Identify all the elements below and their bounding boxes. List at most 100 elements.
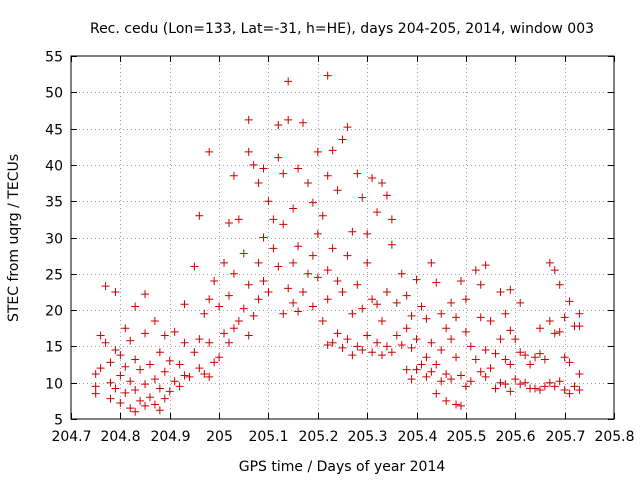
data-point: [447, 375, 456, 384]
data-point: [506, 285, 515, 294]
data-point: [575, 385, 584, 394]
data-point: [185, 372, 194, 381]
data-point: [249, 160, 258, 169]
data-point: [382, 191, 391, 200]
data-point: [575, 369, 584, 378]
data-point: [141, 401, 150, 410]
data-point: [195, 335, 204, 344]
data-point: [402, 365, 411, 374]
data-point: [373, 208, 382, 217]
data-point: [175, 360, 184, 369]
data-point: [234, 316, 243, 325]
data-point: [269, 215, 278, 224]
data-point: [279, 220, 288, 229]
data-point: [501, 355, 510, 364]
data-point: [461, 295, 470, 304]
x-tick-label: 205: [206, 429, 233, 445]
data-point: [160, 367, 169, 376]
data-point: [229, 324, 238, 333]
data-point: [303, 179, 312, 188]
y-tick-label: 15: [45, 340, 63, 356]
data-point: [106, 358, 115, 367]
data-point: [476, 367, 485, 376]
data-point: [511, 375, 520, 384]
data-point: [550, 382, 559, 391]
data-point: [259, 164, 268, 173]
data-point: [170, 327, 179, 336]
data-point: [96, 331, 105, 340]
data-point: [387, 215, 396, 224]
data-point: [333, 186, 342, 195]
data-point: [373, 338, 382, 347]
data-point: [289, 204, 298, 213]
x-axis-label: GPS time / Days of year 2014: [239, 459, 446, 475]
data-point: [456, 277, 465, 286]
data-point: [447, 335, 456, 344]
data-point: [274, 153, 283, 162]
data-point: [506, 326, 515, 335]
data-point: [190, 262, 199, 271]
data-point: [377, 351, 386, 360]
data-point: [126, 377, 135, 386]
data-point: [437, 346, 446, 355]
y-tick-label: 40: [45, 159, 63, 175]
data-point: [170, 377, 179, 386]
data-point: [402, 291, 411, 300]
data-point: [471, 266, 480, 275]
data-point: [531, 353, 540, 362]
data-point: [476, 313, 485, 322]
x-tick-label: 205.4: [397, 429, 437, 445]
data-point: [456, 371, 465, 380]
data-point: [348, 227, 357, 236]
data-point: [254, 295, 263, 304]
data-point: [481, 372, 490, 381]
data-point: [328, 146, 337, 155]
data-point: [535, 385, 544, 394]
data-point: [91, 382, 100, 391]
data-point: [407, 343, 416, 352]
data-point: [412, 335, 421, 344]
data-point: [432, 389, 441, 398]
data-point: [141, 290, 150, 299]
data-point: [427, 367, 436, 376]
data-point: [121, 362, 130, 371]
data-point: [471, 355, 480, 364]
data-point: [224, 291, 233, 300]
data-point: [121, 388, 130, 397]
data-point: [136, 396, 145, 405]
data-point: [269, 244, 278, 253]
data-point: [496, 335, 505, 344]
data-point: [131, 302, 140, 311]
x-tick-label: 205.1: [248, 429, 288, 445]
data-point: [540, 355, 549, 364]
data-point: [521, 378, 530, 387]
data-point: [111, 384, 120, 393]
data-point: [511, 335, 520, 344]
data-point: [150, 400, 159, 409]
data-point: [422, 372, 431, 381]
data-point: [397, 340, 406, 349]
x-tick-label: 205.3: [347, 429, 387, 445]
data-point: [442, 324, 451, 333]
data-point: [308, 198, 317, 207]
data-point: [452, 400, 461, 409]
data-point: [432, 360, 441, 369]
data-point: [555, 280, 564, 289]
data-point: [126, 404, 135, 413]
data-point: [516, 298, 525, 307]
data-point: [363, 229, 372, 238]
y-tick-label: 25: [45, 268, 63, 284]
data-point: [155, 384, 164, 393]
data-point: [442, 369, 451, 378]
data-point: [466, 377, 475, 386]
data-point: [284, 77, 293, 86]
y-tick-label: 20: [45, 304, 63, 320]
data-point: [442, 396, 451, 405]
data-point: [303, 269, 312, 278]
data-point: [155, 348, 164, 357]
data-point: [540, 382, 549, 391]
data-point: [160, 394, 169, 403]
data-point: [234, 215, 243, 224]
data-point: [417, 360, 426, 369]
data-point: [407, 311, 416, 320]
